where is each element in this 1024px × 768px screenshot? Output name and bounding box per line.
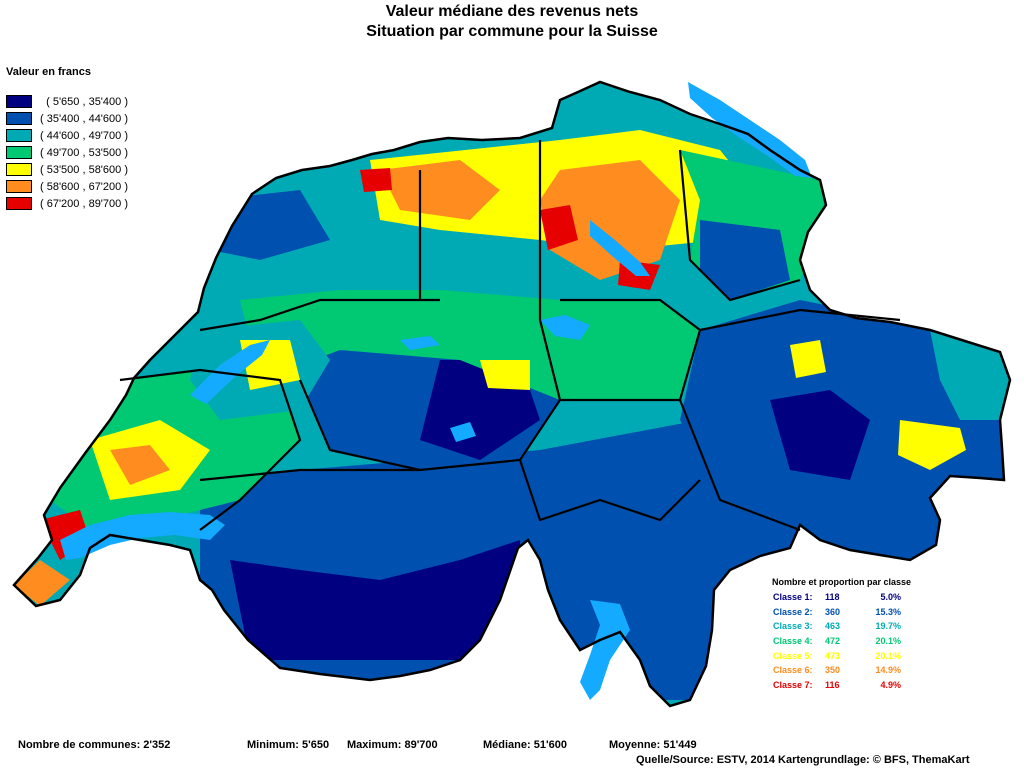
stats-count: 473 (825, 650, 841, 661)
stats-title: Nombre et proportion par classe (772, 577, 912, 587)
stats-pct: 4.9% (880, 680, 901, 691)
border-line (199, 468, 420, 482)
border-line (678, 149, 801, 302)
stats-pct: 19.7% (875, 621, 901, 632)
zone-central-yellow (480, 360, 530, 390)
legend-label: ( 53'500 , 58'600 ) (40, 163, 128, 176)
stats-label: Classe 2: (773, 606, 813, 617)
legend-item: ( 67'200 , 89'700 ) (6, 195, 128, 212)
legend-swatch (6, 95, 32, 108)
legend-label: ( 49'700 , 53'500 ) (40, 146, 128, 159)
legend-item: ( 49'700 , 53'500 ) (6, 144, 128, 161)
legend-item: ( 44'600 , 49'700 ) (6, 127, 128, 144)
border-line (199, 298, 440, 332)
stats-row: Classe 4: 472 20.1% (773, 636, 901, 651)
class-stats-table: Classe 1: 118 5.0% Classe 2: 360 15.3% Classe … (773, 592, 901, 695)
lake-zurich (590, 220, 650, 276)
zone-graubunden-dark (770, 390, 870, 480)
legend-item: ( 53'500 , 58'600 ) (6, 161, 128, 178)
border-line (538, 140, 702, 402)
footer-minimum: Minimum: 5'650 (247, 739, 330, 751)
zone-ticino (540, 500, 680, 640)
stats-pct: 20.1% (875, 636, 901, 647)
lake-maggiore (580, 600, 630, 700)
stats-count: 360 (825, 606, 841, 617)
legend-swatch (6, 163, 32, 176)
legend-swatch (6, 197, 32, 210)
stats-label: Classe 3: (773, 621, 813, 632)
legend-item: ( 35'400 , 44'600 ) (6, 110, 128, 127)
legend-item: ( 5'650 , 35'400 ) (6, 93, 128, 110)
stats-row: Classe 6: 350 14.9% (773, 665, 901, 680)
zone-zurich-red (540, 205, 578, 250)
footer-mediane: Médiane: 51'600 (483, 739, 567, 751)
stats-row: Classe 7: 116 4.9% (773, 680, 901, 695)
legend-item: ( 58'600 , 67'200 ) (6, 178, 128, 195)
stats-pct: 5.0% (880, 592, 901, 602)
zone-mittelland (240, 290, 700, 400)
map-subtitle: Situation par commune pour la Suisse (366, 23, 658, 40)
lake-constance (688, 82, 812, 178)
stats-pct: 14.9% (875, 665, 901, 676)
border-line (518, 459, 701, 522)
stats-count: 463 (825, 621, 841, 632)
zone-engadin (930, 330, 1010, 420)
lake-geneva (60, 512, 225, 560)
stats-pct: 15.3% (875, 606, 901, 617)
zone-basel (380, 160, 500, 220)
stats-count: 472 (825, 636, 841, 647)
map-title: Valeur médiane des revenus nets (385, 3, 639, 20)
stats-count: 116 (825, 680, 840, 691)
legend-label: ( 44'600 , 49'700 ) (40, 129, 128, 142)
lake-thun (400, 336, 440, 350)
stats-label: Classe 5: (773, 650, 813, 661)
legend-label: ( 67'200 , 89'700 ) (40, 197, 128, 210)
lake-lucerne (540, 315, 590, 340)
footer-maximum: Maximum: 89'700 (347, 739, 438, 751)
border-line (678, 399, 801, 532)
legend-label: ( 58'600 , 67'200 ) (40, 180, 128, 193)
zone-appenzell (700, 220, 790, 300)
stats-label: Classe 1: (773, 592, 813, 602)
stats-row: Classe 3: 463 19.7% (773, 621, 901, 636)
legend-swatch (6, 146, 32, 159)
legend-swatch (6, 112, 32, 125)
lake-neuchatel (190, 340, 270, 404)
stats-label: Classe 6: (773, 665, 813, 676)
stats-row: Classe 2: 360 15.3% (773, 607, 901, 622)
footer-communes: Nombre de communes: 2'352 (18, 739, 171, 751)
legend-label: ( 35'400 , 44'600 ) (40, 112, 128, 125)
border-line (119, 368, 302, 531)
lake-brienz (450, 422, 476, 442)
border-line (560, 298, 701, 331)
lakes (60, 82, 812, 700)
stats-row: Classe 1: 118 5.0% (773, 592, 901, 607)
legend-swatch (6, 129, 32, 142)
zone-geneva (14, 560, 70, 606)
zone-east-yellow (790, 340, 826, 378)
zone-lausanne (110, 445, 170, 485)
legend-label: ( 5'650 , 35'400 ) (40, 95, 128, 108)
stats-pct: 20.1% (875, 650, 901, 661)
region-zones (14, 130, 1010, 700)
stats-label: Classe 7: (773, 680, 813, 691)
stats-count: 118 (825, 592, 840, 602)
zone-basel-red (360, 168, 392, 192)
zone-zurich (540, 160, 680, 280)
stats-row: Classe 5: 473 20.1% (773, 651, 901, 666)
canton-borders (119, 140, 901, 532)
zone-valais-dark (230, 540, 520, 660)
legend-swatch (6, 180, 32, 193)
footer-moyenne: Moyenne: 51'449 (609, 739, 697, 751)
legend: ( 5'650 , 35'400 ) ( 35'400 , 44'600 ) ( 4… (6, 93, 128, 212)
source-credit: Quelle/Source: ESTV, 2014 Kartengrundlag… (636, 754, 970, 766)
zone-engadin-yellow (898, 420, 966, 470)
stats-label: Classe 4: (773, 636, 813, 647)
stats-count: 350 (825, 665, 841, 676)
legend-title: Valeur en francs (6, 66, 91, 78)
border-line (699, 308, 901, 332)
